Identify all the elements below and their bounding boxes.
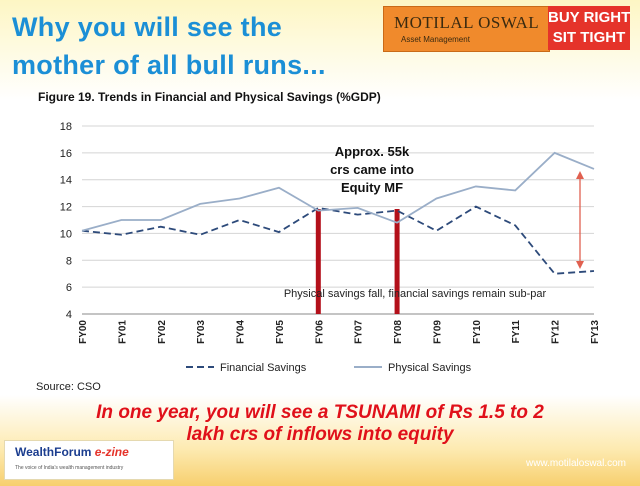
mf-note-line: Equity MF — [341, 180, 403, 195]
wealthforum-name: WealthForum e-zine — [15, 445, 129, 459]
mf-note-line: Approx. 55k — [335, 144, 410, 159]
x-tick-label: FY10 — [472, 320, 483, 344]
wealthforum-suffix: e-zine — [94, 445, 129, 459]
x-tick-label: FY08 — [393, 320, 404, 344]
x-tick-label: FY11 — [511, 320, 522, 344]
x-tick-label: FY04 — [236, 320, 247, 344]
y-tick-label: 4 — [66, 309, 72, 321]
mf-inflow-bar — [315, 209, 321, 314]
x-tick-label: FY12 — [551, 320, 562, 344]
headline-line-1: Why you will see the — [12, 12, 283, 42]
gap-arrow-head-top — [576, 170, 584, 179]
mf-note-line: crs came into — [330, 162, 414, 177]
y-tick-label: 10 — [60, 228, 72, 240]
x-tick-label: FY07 — [354, 320, 365, 344]
x-tick-label: FY00 — [78, 320, 89, 344]
mf-inflow-bar — [394, 209, 400, 314]
tsunami-callout: In one year, you will see a TSUNAMI of R… — [0, 402, 640, 446]
tsunami-line-2: lakh crs of inflows into equity — [186, 424, 454, 445]
wealthforum-tagline: The voice of India's wealth management i… — [15, 465, 124, 471]
logo-name: MOTILAL OSWAL — [394, 13, 540, 32]
series-line-1 — [81, 151, 595, 232]
x-tick-label: FY05 — [275, 320, 286, 344]
source-note: Source: CSO — [36, 381, 101, 393]
x-tick-label: FY06 — [314, 320, 325, 344]
figure-title: Figure 19. Trends in Financial and Physi… — [38, 90, 381, 104]
x-tick-label: FY01 — [117, 320, 128, 344]
y-tick-label: 12 — [60, 202, 72, 214]
y-tick-label: 6 — [66, 282, 72, 294]
y-tick-label: 16 — [60, 148, 72, 160]
x-tick-label: FY03 — [196, 320, 207, 344]
website-link[interactable]: www.motilaloswal.com — [525, 458, 626, 469]
savings-note: Physical savings fall, financial savings… — [284, 288, 547, 300]
y-tick-label: 14 — [60, 175, 72, 187]
x-tick-label: FY02 — [157, 320, 168, 344]
x-tick-label: FY13 — [590, 320, 601, 344]
tagline-line-2: SIT TIGHT — [552, 29, 626, 46]
y-tick-label: 8 — [66, 255, 72, 267]
logo-subtitle: Asset Management — [401, 35, 470, 44]
headline-line-2: mother of all bull runs... — [12, 50, 326, 80]
wealthforum-logo: WealthForum e-zine The voice of India's … — [4, 440, 174, 480]
tagline-badge: BUY RIGHT SIT TIGHT — [548, 6, 630, 50]
y-tick-label: 18 — [60, 121, 72, 133]
motilal-oswal-logo: MOTILAL OSWAL Asset Management — [383, 6, 550, 52]
gap-arrow-head-bottom — [576, 261, 584, 270]
x-tick-label: FY09 — [432, 320, 443, 344]
tsunami-line-1: In one year, you will see a TSUNAMI of R… — [96, 402, 544, 423]
legend-label-0: Financial Savings — [220, 362, 307, 374]
legend-label-1: Physical Savings — [388, 362, 472, 374]
series-line-0 — [81, 205, 595, 275]
wealthforum-name-text: WealthForum — [15, 445, 92, 459]
tagline-line-1: BUY RIGHT — [548, 9, 631, 26]
